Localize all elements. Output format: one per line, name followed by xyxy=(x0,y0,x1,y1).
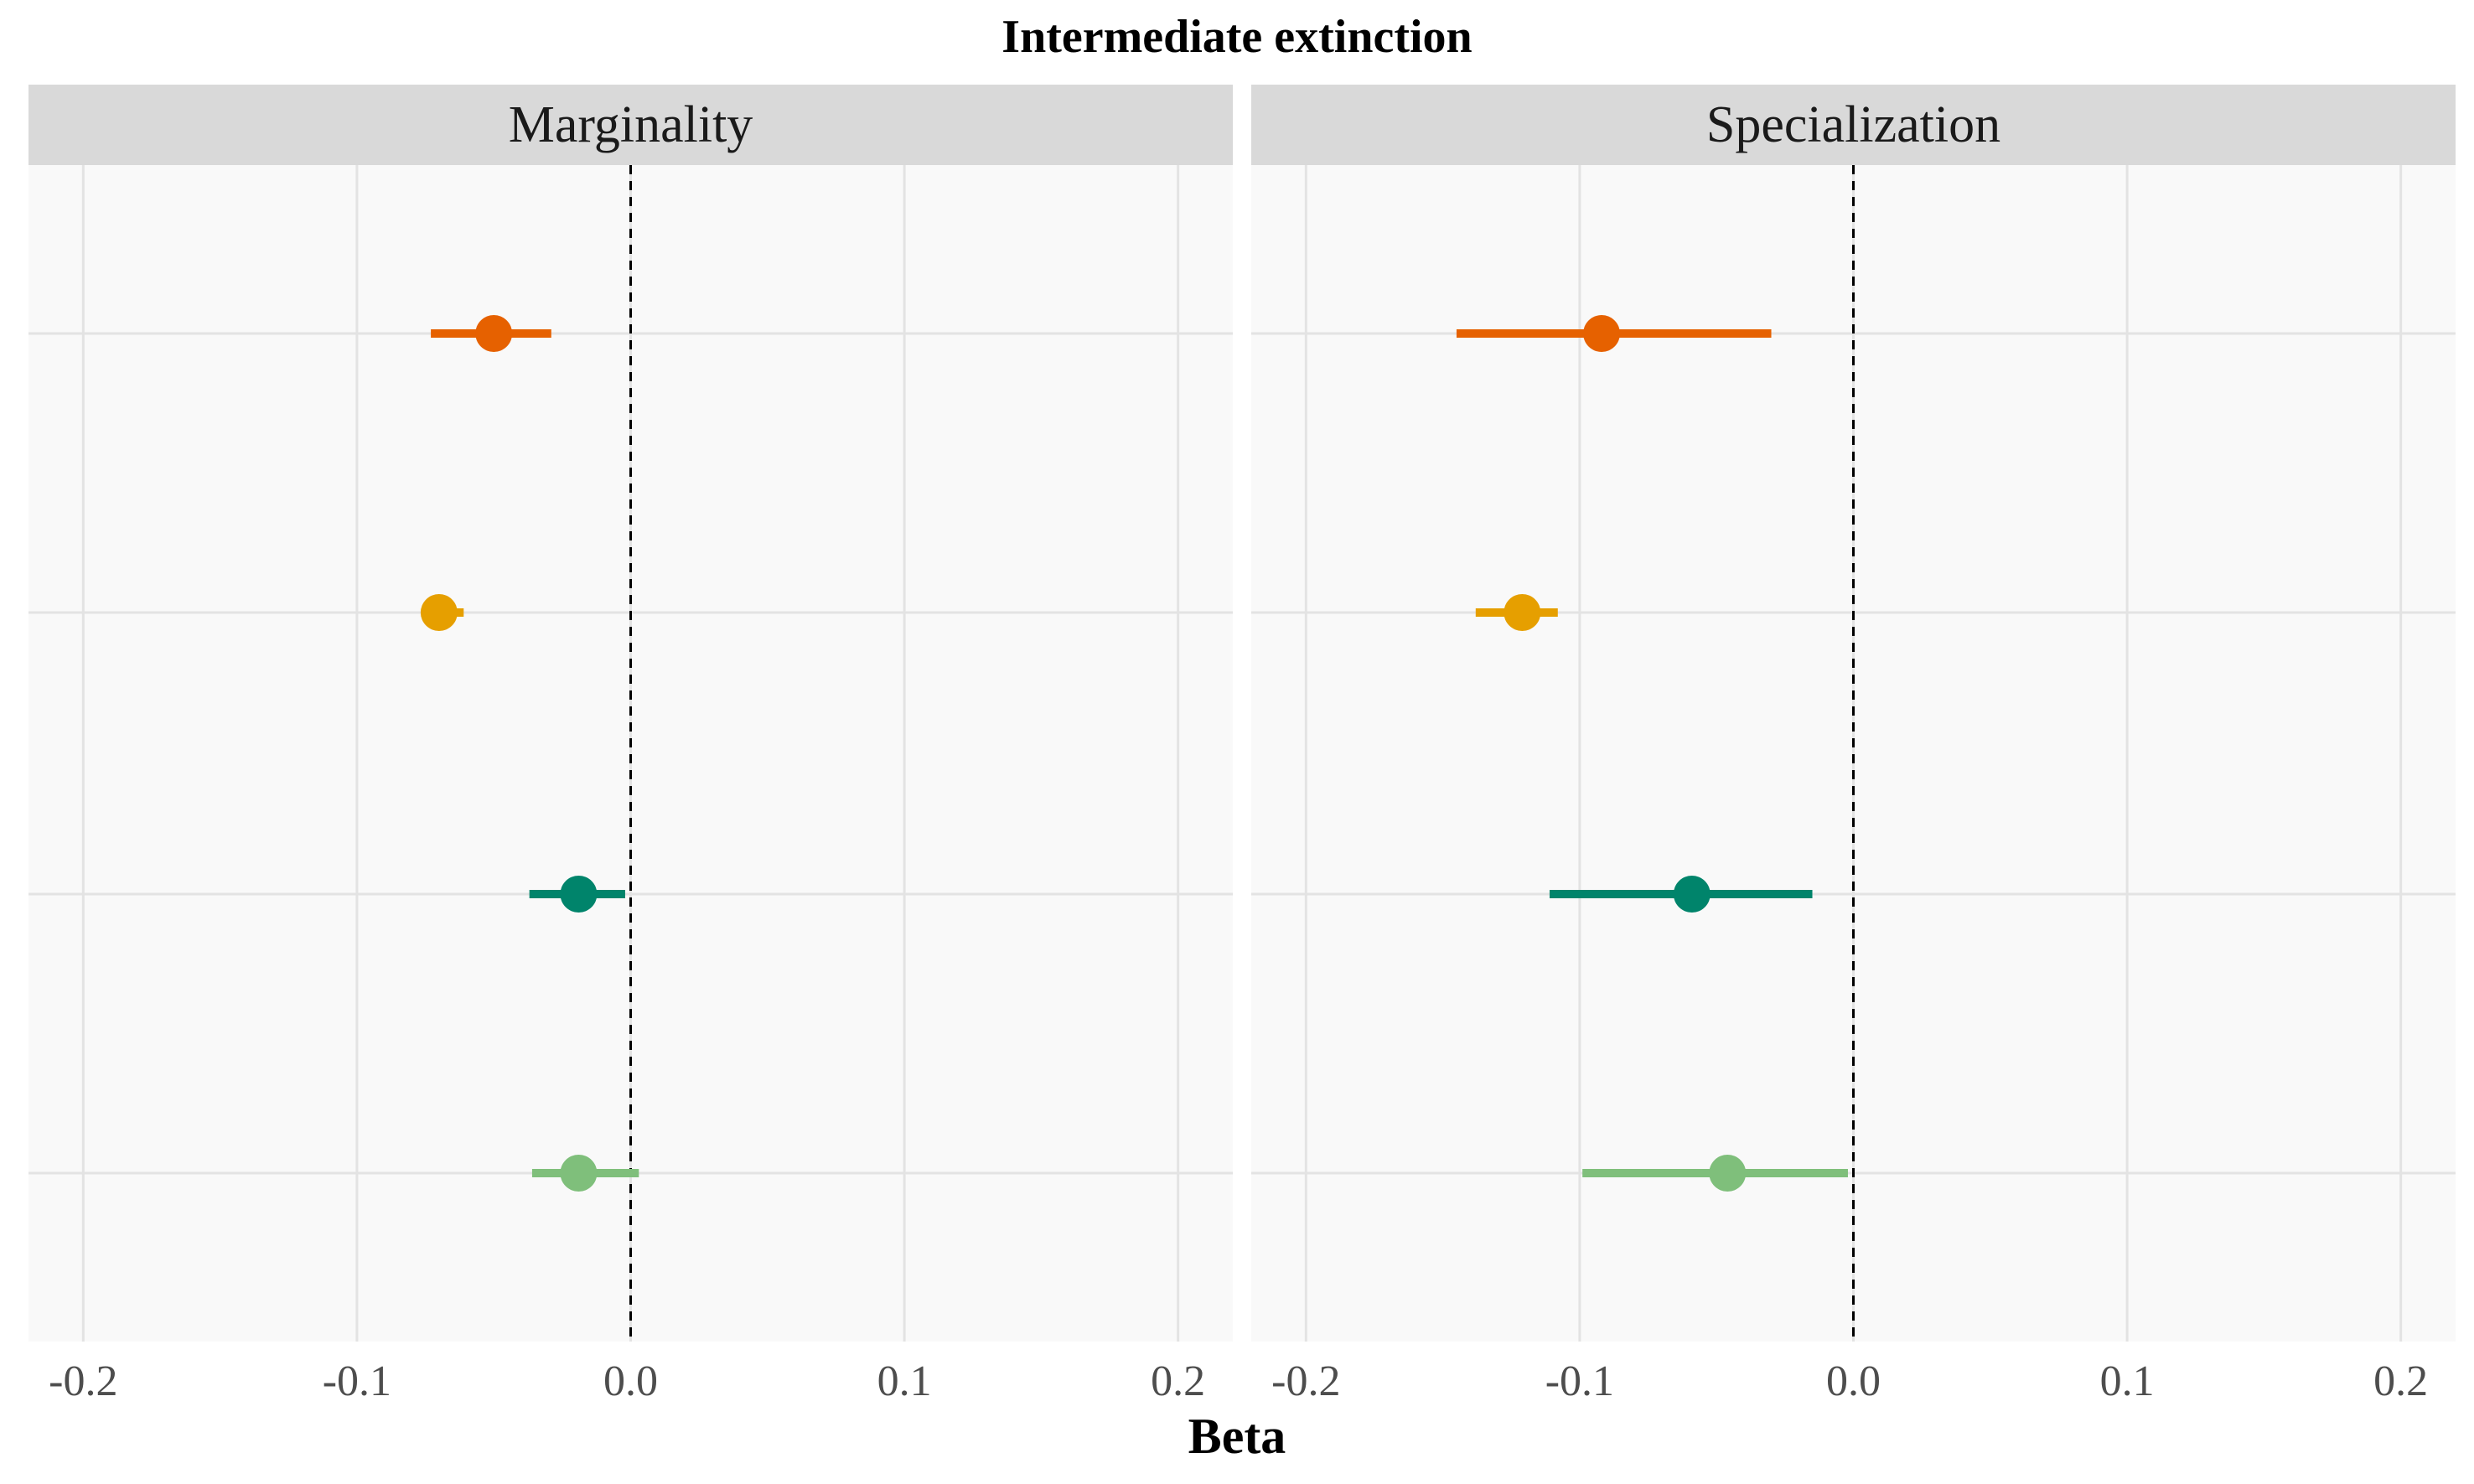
estimate-point-marginality-row-4 xyxy=(560,1155,598,1192)
facet-panel-specialization: Specialization -0.2 -0.1 0.0 0.1 0.2 xyxy=(1251,85,2456,1405)
x-tick-label: -0.1 xyxy=(323,1357,391,1405)
x-axis-title: Beta xyxy=(1188,1409,1286,1464)
x-tick-label: -0.1 xyxy=(1545,1357,1614,1405)
estimate-point-marginality-row-1 xyxy=(475,315,513,352)
x-tick-label: -0.2 xyxy=(49,1357,117,1405)
x-tick-label: 0.0 xyxy=(1826,1357,1881,1405)
facet-strip xyxy=(28,85,1233,165)
estimate-point-marginality-row-3 xyxy=(560,876,598,913)
estimate-point-marginality-row-2 xyxy=(420,594,458,631)
facet-strip-label: Specialization xyxy=(1706,96,2000,153)
facet-panel-marginality: Marginality -0.2 -0.1 0.0 0.1 0.2 xyxy=(28,85,1233,1405)
chart-title: Intermediate extinction xyxy=(1002,11,1472,63)
estimate-point-specialization-row-4 xyxy=(1709,1155,1747,1192)
x-tick-label: 0.1 xyxy=(2100,1357,2155,1405)
facet-panels: Marginality-0.2 -0.1 0.0 0.1 0.2Specializati… xyxy=(28,85,2456,1405)
x-tick-label: 0.2 xyxy=(2373,1357,2428,1405)
estimate-point-specialization-row-3 xyxy=(1673,876,1711,913)
facet-strip-label: Marginality xyxy=(509,96,753,153)
x-tick-label: -0.2 xyxy=(1271,1357,1340,1405)
estimate-point-specialization-row-1 xyxy=(1583,315,1621,352)
facet-strip xyxy=(1251,85,2456,165)
x-tick-label: 0.2 xyxy=(1151,1357,1205,1405)
estimate-point-specialization-row-2 xyxy=(1504,594,1541,631)
x-tick-label: 0.1 xyxy=(877,1357,932,1405)
x-tick-label: 0.0 xyxy=(603,1357,658,1405)
